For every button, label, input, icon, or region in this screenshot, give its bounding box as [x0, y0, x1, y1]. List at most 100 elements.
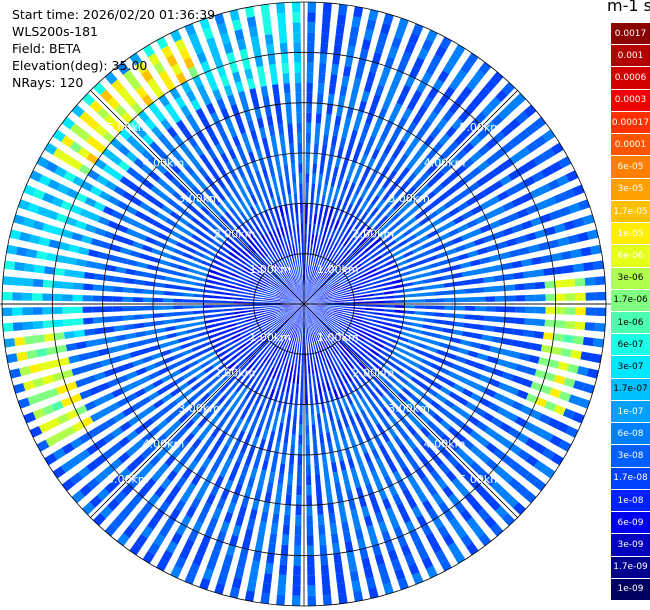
- ray-gate-cell: [385, 259, 396, 267]
- ray-gate-cell: [321, 289, 331, 295]
- ray-gate-cell: [387, 264, 398, 271]
- ray-gate-cell: [465, 196, 478, 207]
- ray-gate-cell: [6, 244, 18, 255]
- ray-gate-cell: [304, 364, 307, 375]
- ray-gate-cell: [336, 419, 343, 430]
- ray-gate-cell: [191, 382, 202, 392]
- ray-gate-cell: [438, 259, 450, 266]
- ray-gate-cell: [300, 394, 303, 405]
- ray-gate-cell: [235, 81, 245, 93]
- ray-gate-cell: [280, 544, 289, 556]
- ray-gate-cell: [354, 412, 362, 423]
- ray-gate-cell: [224, 315, 235, 320]
- ray-gate-cell: [161, 349, 172, 357]
- ray-gate-cell: [261, 460, 269, 471]
- ray-gate-cell: [532, 171, 545, 183]
- ray-gate-cell: [399, 443, 409, 455]
- ray-gate-cell: [486, 355, 498, 364]
- ray-gate-cell: [304, 298, 313, 304]
- ray-gate-cell: [412, 150, 423, 162]
- ray-gate-cell: [321, 144, 328, 155]
- ray-gate-cell: [400, 544, 412, 557]
- ray-gate-cell: [447, 426, 459, 437]
- ray-gate-cell: [275, 325, 284, 334]
- ray-gate-cell: [68, 244, 80, 254]
- ray-gate-cell: [291, 163, 296, 174]
- ray-gate-cell: [531, 256, 543, 265]
- ray-gate-cell: [223, 457, 233, 469]
- ray-gate-cell: [568, 394, 581, 406]
- ray-gate-cell: [169, 508, 181, 521]
- ray-gate-cell: [255, 334, 265, 342]
- ray-gate-cell: [116, 397, 129, 408]
- ray-gate-cell: [398, 376, 409, 386]
- ray-gate-cell: [163, 356, 175, 364]
- ray-gate-cell: [264, 146, 271, 158]
- ray-gate-cell: [207, 148, 217, 160]
- ray-gate-cell: [307, 52, 315, 63]
- ray-gate-cell: [184, 572, 197, 585]
- ray-gate-cell: [309, 353, 313, 364]
- range-ring-label: 3.00km: [388, 192, 430, 205]
- ray-gate-cell: [84, 197, 97, 208]
- ray-gate-cell: [269, 166, 276, 178]
- range-ring-label: 4.00km: [424, 156, 466, 169]
- ray-gate-cell: [322, 292, 333, 297]
- ray-gate-cell: [245, 263, 255, 271]
- ray-gate-cell: [372, 222, 382, 232]
- ray-gate-cell: [217, 23, 228, 35]
- ray-gate-cell: [407, 262, 419, 269]
- ray-gate-cell: [270, 74, 279, 85]
- ray-gate-cell: [228, 448, 237, 460]
- ray-gate-cell: [458, 485, 471, 498]
- ray-gate-cell: [383, 13, 394, 26]
- ray-gate-cell: [382, 98, 392, 110]
- ray-gate-cell: [12, 322, 24, 331]
- ray-gate-cell: [93, 396, 106, 407]
- ray-gate-cell: [297, 454, 303, 466]
- ray-gate-cell: [46, 346, 58, 356]
- ray-gate-cell: [555, 293, 566, 301]
- ray-gate-cell: [334, 34, 344, 45]
- ray-gate-cell: [493, 274, 504, 282]
- ray-gate-cell: [170, 177, 182, 188]
- ray-gate-cell: [443, 86, 456, 99]
- ray-gate-cell: [52, 372, 64, 382]
- ray-gate-cell: [322, 350, 328, 361]
- ray-gate-cell: [432, 276, 443, 282]
- ray-gate-cell: [252, 46, 262, 58]
- ray-gate-cell: [306, 284, 309, 295]
- ray-gate-cell: [252, 182, 260, 194]
- ray-gate-cell: [394, 422, 404, 434]
- ray-gate-cell: [215, 235, 225, 244]
- ray-gate-cell: [226, 361, 236, 371]
- ray-gate-cell: [365, 203, 374, 214]
- ray-gate-cell: [87, 427, 100, 439]
- ray-gate-cell: [61, 369, 74, 379]
- ray-gate-cell: [342, 438, 349, 450]
- ray-gate-cell: [372, 345, 382, 353]
- ray-gate-cell: [296, 333, 299, 344]
- ray-gate-cell: [52, 280, 64, 289]
- ray-gate-cell: [307, 22, 316, 33]
- ray-gate-cell: [154, 359, 166, 368]
- ray-gate-cell: [29, 426, 43, 438]
- ray-gate-cell: [418, 142, 429, 154]
- ray-gate-cell: [430, 332, 442, 339]
- ray-gate-cell: [261, 234, 268, 245]
- ray-gate-cell: [332, 356, 339, 367]
- ray-gate-cell: [333, 298, 344, 301]
- ray-gate-cell: [343, 361, 351, 371]
- ray-gate-cell: [291, 434, 296, 445]
- ray-gate-cell: [300, 284, 303, 295]
- ray-gate-cell: [299, 313, 302, 324]
- ray-gate-cell: [158, 406, 170, 417]
- ray-gate-cell: [306, 102, 313, 113]
- ray-gate-cell: [371, 94, 381, 106]
- ray-gate-cell: [286, 184, 292, 195]
- ray-gate-cell: [171, 447, 182, 459]
- ray-gate-cell: [358, 272, 368, 279]
- ray-gate-cell: [430, 541, 442, 554]
- ray-gate-cell: [337, 146, 344, 158]
- ray-gate-cell: [306, 82, 313, 93]
